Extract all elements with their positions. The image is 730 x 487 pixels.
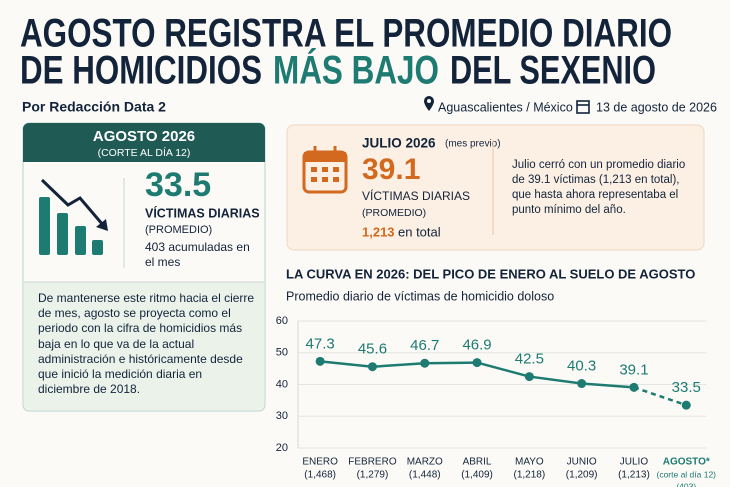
line-segment [529, 375, 582, 385]
x-tick-label: MAYO [515, 457, 544, 468]
point [472, 358, 482, 368]
pin-dot [427, 99, 431, 103]
chart: 20 30 40 50 60 ENERO (1,468) FEBRERO (1,279) MARZ… [276, 315, 716, 487]
point [420, 358, 430, 368]
chart-title: LA CURVA EN 2026: DEL PICO DE ENERO AL S… [286, 266, 695, 281]
x-tick-note: (1,279) [357, 470, 389, 481]
x-tick-note: (1,468) [304, 470, 336, 481]
icon-bar [39, 197, 50, 255]
title-line: DEL SEXENIO [450, 49, 656, 93]
calendar-top [304, 152, 346, 162]
current-label-note: (PROMEDIO) [145, 224, 212, 236]
value-label: 39.1 [619, 361, 648, 378]
x-tick-note: (1,409) [461, 470, 493, 481]
current-label: VÍCTIMAS DIARIAS [145, 205, 260, 220]
point [681, 400, 691, 410]
card-subtitle: (CORTE AL DÍA 12) [98, 146, 191, 159]
x-tick-label: JUNIO [567, 457, 597, 468]
current-value: 33.5 [145, 166, 211, 204]
x-tick-label: JULIO [620, 457, 649, 468]
x-tick-note: (1,448) [409, 470, 441, 481]
previous-total-suffix: en total [398, 224, 441, 239]
y-tick-label: 40 [276, 378, 288, 390]
line-segment [320, 360, 373, 368]
point [524, 372, 534, 382]
x-tick-note: (1,218) [514, 470, 546, 481]
icon-bar [57, 213, 68, 255]
value-label: 45.6 [358, 341, 387, 358]
y-tick-label: 20 [276, 442, 288, 454]
value-label: 46.7 [410, 337, 439, 354]
byline: Por Redacción Data 2 [22, 99, 166, 115]
previous-total: 1,213 [362, 224, 395, 239]
date: 13 de agosto de 2026 [596, 100, 717, 114]
y-tick-label: 60 [276, 315, 288, 327]
x-tick-note: (corte al día 12) [656, 469, 716, 479]
x-tick-label: MARZO [407, 457, 443, 468]
previous-title: JULIO 2026 [362, 136, 436, 151]
value-label: 47.3 [306, 335, 335, 352]
x-tick-label: FEBRERO [348, 457, 397, 468]
point [367, 362, 377, 372]
accumulated: 403 acumuladas en el mes [145, 240, 250, 269]
value-label: 42.5 [515, 351, 544, 368]
x-tick-note: (403) [676, 481, 696, 487]
point [315, 356, 325, 366]
line-segment [581, 382, 635, 389]
x-tick-label: ABRIL [463, 457, 492, 468]
x-tick-label: ENERO [302, 457, 338, 468]
previous-label: VÍCTIMAS DIARIAS [362, 188, 470, 203]
icon-arrow [40, 178, 105, 226]
calendar-days [311, 167, 339, 182]
icon-bar [75, 226, 86, 255]
line-segment [476, 361, 530, 378]
point [629, 382, 639, 392]
line-segment [372, 361, 425, 368]
title-line: DE HOMICIDIOS [20, 49, 262, 93]
paragraph-box [24, 282, 264, 410]
y-tick-label: 50 [276, 347, 288, 359]
pin-icon [424, 96, 434, 111]
previous-label-note: (PROMEDIO) [362, 207, 426, 219]
previous-title-note: (mes previo) [445, 139, 501, 150]
location: Aguascalientes / México [438, 100, 573, 114]
card-title: AGOSTO 2026 [93, 128, 195, 145]
y-tick-label: 30 [276, 410, 288, 422]
point [577, 379, 587, 389]
date-icon [576, 100, 590, 114]
previous-note: Julio cerró con un promedio diario de 39… [512, 159, 686, 216]
line-segment [633, 386, 687, 407]
paragraph: De mantenerse este ritmo hacia el cierre… [38, 291, 255, 397]
card-header [23, 123, 265, 162]
chart-subtitle: Promedio diario de víctimas de homicidio… [286, 289, 554, 303]
icon-bar [92, 240, 103, 255]
previous-value: 39.1 [362, 153, 420, 186]
line-segment [424, 361, 478, 365]
title-highlight: MÁS BAJO [273, 48, 439, 93]
x-tick-note: (1,213) [618, 470, 650, 481]
previous-card [286, 124, 705, 251]
value-label: 46.9 [462, 337, 491, 354]
title-line: AGOSTO REGISTRA EL PROMEDIO DIARIO [20, 12, 672, 56]
value-label: 33.5 [672, 379, 701, 396]
x-tick-label: AGOSTO* [663, 457, 710, 468]
x-tick-note: (1,209) [566, 470, 598, 481]
icon-arrowhead [96, 219, 108, 231]
value-label: 40.3 [567, 358, 596, 375]
